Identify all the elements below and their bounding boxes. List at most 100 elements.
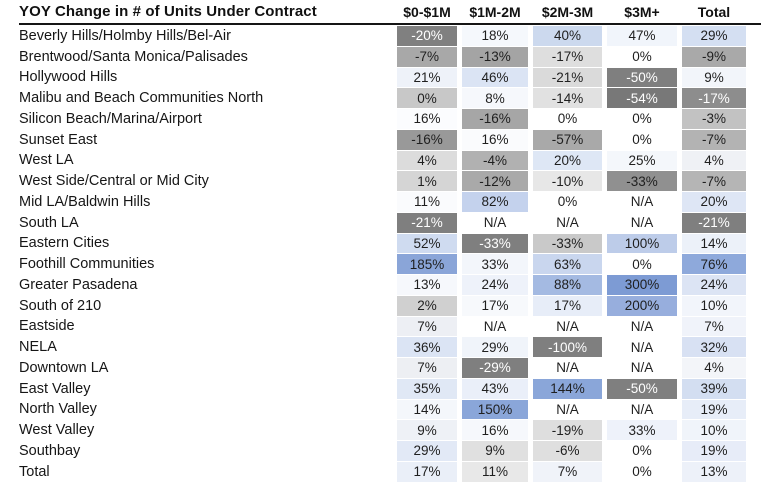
value-cell: 14% bbox=[682, 233, 746, 254]
value-cell: 0% bbox=[607, 129, 677, 150]
value-cell: 4% bbox=[682, 358, 746, 378]
value-cell: 20% bbox=[682, 192, 746, 212]
value-cell: 39% bbox=[682, 378, 746, 399]
value-cell: 300% bbox=[607, 275, 677, 295]
value-cell: -20% bbox=[397, 26, 457, 46]
value-cell: -50% bbox=[607, 378, 677, 399]
row-label: Sunset East bbox=[19, 131, 98, 148]
value-cell: 17% bbox=[462, 295, 528, 316]
value-cell: 46% bbox=[462, 67, 528, 88]
value-cell: 7% bbox=[682, 316, 746, 337]
value-cell: 9% bbox=[397, 420, 457, 440]
value-cell: 33% bbox=[607, 420, 677, 440]
row-label: Southbay bbox=[19, 442, 81, 459]
value-cell: 13% bbox=[397, 275, 457, 295]
value-cell: 19% bbox=[682, 399, 746, 420]
row-label: West Side/Central or Mid City bbox=[19, 173, 209, 190]
value-cell: -33% bbox=[462, 233, 528, 254]
value-cell: 4% bbox=[682, 150, 746, 171]
value-cell: 11% bbox=[397, 192, 457, 212]
value-cell: -14% bbox=[533, 88, 602, 108]
value-cell: -17% bbox=[533, 46, 602, 67]
value-cell: N/A bbox=[533, 358, 602, 378]
value-cell: 35% bbox=[397, 378, 457, 399]
value-cell: 4% bbox=[397, 150, 457, 171]
value-cell: -21% bbox=[533, 67, 602, 88]
table-title: YOY Change in # of Units Under Contract bbox=[19, 3, 317, 20]
value-cell: 8% bbox=[462, 88, 528, 108]
value-cell: 18% bbox=[462, 26, 528, 46]
value-cell: -4% bbox=[462, 150, 528, 171]
column-header-2m-3m: $2M-3M bbox=[541, 3, 594, 20]
row-label: Downtown LA bbox=[19, 359, 109, 376]
value-cell: 185% bbox=[397, 254, 457, 274]
value-cell: N/A bbox=[533, 316, 602, 337]
value-cell: -21% bbox=[682, 212, 746, 233]
value-cell: 88% bbox=[533, 275, 602, 295]
value-cell: -9% bbox=[682, 46, 746, 67]
value-cell: 0% bbox=[533, 109, 602, 129]
value-cell: 47% bbox=[607, 26, 677, 46]
yoy-heatmap-table: YOY Change in # of Units Under Contract … bbox=[19, 2, 761, 482]
value-cell: -33% bbox=[607, 171, 677, 191]
value-cell: -12% bbox=[462, 171, 528, 191]
value-cell: 16% bbox=[397, 109, 457, 129]
value-cell: 25% bbox=[607, 150, 677, 171]
value-cell: 16% bbox=[462, 129, 528, 150]
row-label: Beverly Hills/Holmby Hills/Bel-Air bbox=[19, 27, 231, 44]
table-header: YOY Change in # of Units Under Contract … bbox=[19, 2, 761, 25]
value-cell: 0% bbox=[607, 461, 677, 482]
value-cell: -7% bbox=[682, 129, 746, 150]
value-cell: N/A bbox=[462, 212, 528, 233]
value-cell: N/A bbox=[607, 192, 677, 212]
value-cell: -29% bbox=[462, 358, 528, 378]
row-label: South LA bbox=[19, 214, 79, 231]
value-cell: -33% bbox=[533, 233, 602, 254]
row-label: North Valley bbox=[19, 401, 97, 418]
value-cell: N/A bbox=[607, 337, 677, 357]
value-cell: 1% bbox=[397, 171, 457, 191]
value-cell: 19% bbox=[682, 441, 746, 461]
column-header-0-1m: $0-$1M bbox=[403, 3, 451, 20]
value-cell: 63% bbox=[533, 254, 602, 274]
value-cell: 150% bbox=[462, 399, 528, 420]
value-cell: 29% bbox=[682, 26, 746, 46]
value-cell: -19% bbox=[533, 420, 602, 440]
table-body: Beverly Hills/Holmby Hills/Bel-Air -20% … bbox=[19, 26, 761, 482]
value-cell: 10% bbox=[682, 295, 746, 316]
value-cell: 9% bbox=[462, 441, 528, 461]
row-label: Eastern Cities bbox=[19, 235, 110, 252]
row-label: Brentwood/Santa Monica/Palisades bbox=[19, 48, 248, 65]
value-cell: 33% bbox=[462, 254, 528, 274]
value-cell: N/A bbox=[607, 212, 677, 233]
value-cell: 36% bbox=[397, 337, 457, 357]
value-cell: -10% bbox=[533, 171, 602, 191]
row-label: Foothill Communities bbox=[19, 256, 155, 273]
value-cell: 32% bbox=[682, 337, 746, 357]
value-cell: 0% bbox=[607, 109, 677, 129]
value-cell: 17% bbox=[533, 295, 602, 316]
value-cell: 0% bbox=[533, 192, 602, 212]
value-cell: 200% bbox=[607, 295, 677, 316]
value-cell: 0% bbox=[397, 88, 457, 108]
value-cell: N/A bbox=[607, 399, 677, 420]
column-header-total: Total bbox=[697, 3, 731, 20]
value-cell: 7% bbox=[397, 358, 457, 378]
value-cell: 9% bbox=[682, 67, 746, 88]
value-cell: -50% bbox=[607, 67, 677, 88]
value-cell: -13% bbox=[462, 46, 528, 67]
value-cell: 0% bbox=[607, 46, 677, 67]
row-label: Eastside bbox=[19, 318, 75, 335]
value-cell: 40% bbox=[533, 26, 602, 46]
value-cell: -57% bbox=[533, 129, 602, 150]
row-label: West LA bbox=[19, 152, 74, 169]
value-cell: N/A bbox=[462, 316, 528, 337]
value-cell: -16% bbox=[462, 109, 528, 129]
value-cell: 10% bbox=[682, 420, 746, 440]
value-cell: -100% bbox=[533, 337, 602, 357]
value-cell: N/A bbox=[533, 212, 602, 233]
row-label: Silicon Beach/Marina/Airport bbox=[19, 110, 202, 127]
value-cell: 20% bbox=[533, 150, 602, 171]
value-cell: -3% bbox=[682, 109, 746, 129]
value-cell: 144% bbox=[533, 378, 602, 399]
